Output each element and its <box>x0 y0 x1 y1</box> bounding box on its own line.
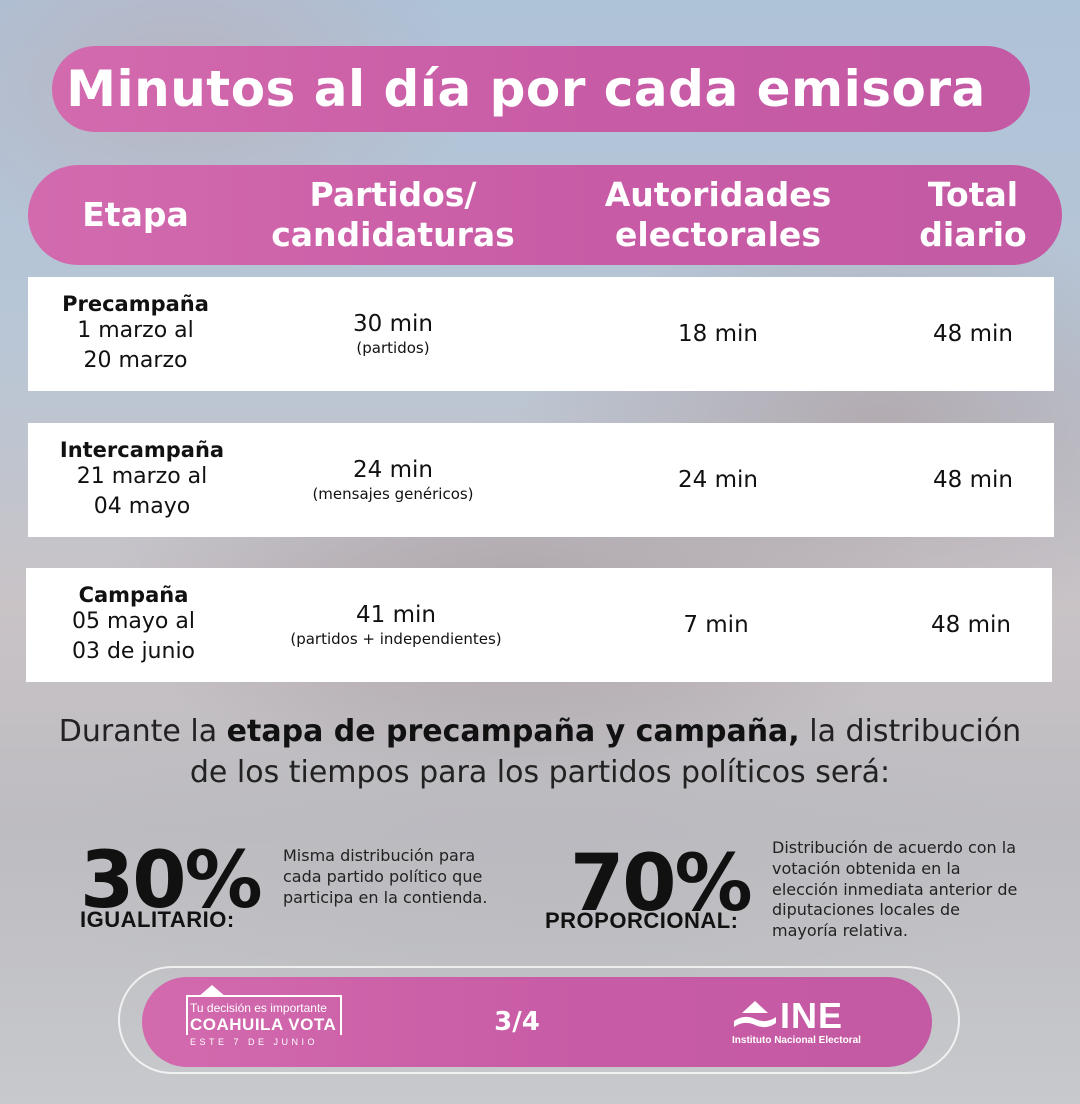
authorities-value: 24 min <box>678 467 758 493</box>
parties-value: 24 min <box>353 457 433 483</box>
stage-dates: 1 marzo al 20 marzo <box>77 318 194 373</box>
stage-name: Precampaña <box>62 292 209 317</box>
footer-banner: Tu decisión es importante COAHUILA VOTA … <box>142 977 932 1067</box>
total-cell: 48 min <box>888 277 1058 391</box>
stage-cell: Intercampaña 21 marzo al 04 mayo <box>28 423 256 537</box>
header-authorities: Autoridades electorales <box>604 175 832 254</box>
coahuila-vota-logo: Tu decisión es importante COAHUILA VOTA … <box>186 985 346 1051</box>
stage-dates: 21 marzo al 04 mayo <box>76 464 208 519</box>
proportional-label: PROPORCIONAL: <box>545 908 739 933</box>
intro-text-end: la distribución de los tiempos para los … <box>189 714 1022 790</box>
title-banner: Minutos al día por cada emisora <box>52 46 1030 132</box>
intro-bold: etapa de precampaña y campaña, <box>226 714 800 749</box>
ine-subtitle: Instituto Nacional Electoral <box>732 1035 861 1046</box>
authorities-cell: 7 min <box>571 568 861 682</box>
stage-name: Campaña <box>78 583 189 608</box>
parties-value: 30 min <box>353 311 433 337</box>
header-parties: Partidos/ candidaturas <box>271 175 515 254</box>
ine-logo: INE Instituto Nacional Electoral <box>732 995 902 1049</box>
parties-cell: 41 min (partidos + independientes) <box>246 568 546 682</box>
intro-text: Durante la <box>58 714 227 749</box>
footer-outline <box>118 966 960 1074</box>
total-cell: 48 min <box>888 423 1058 537</box>
header-stage: Etapa <box>82 195 189 235</box>
equal-description: Misma distribución para cada partido pol… <box>283 846 488 907</box>
total-value: 48 min <box>933 467 1013 493</box>
ine-text: INE <box>780 995 844 1036</box>
logo-name: COAHUILA VOTA <box>190 1015 337 1034</box>
equal-percent: 30% <box>80 836 263 926</box>
total-cell: 48 min <box>886 568 1056 682</box>
authorities-cell: 24 min <box>573 423 863 537</box>
authorities-value: 7 min <box>683 612 749 638</box>
parties-value: 41 min <box>356 602 436 628</box>
parties-note: (partidos) <box>356 339 430 357</box>
stage-dates: 05 mayo al 03 de junio <box>71 609 196 664</box>
stage-name: Intercampaña <box>59 438 225 463</box>
distribution-intro: Durante la etapa de precampaña y campaña… <box>40 712 1040 793</box>
proportional-percent: 70% <box>570 839 753 929</box>
parties-cell: 24 min (mensajes genéricos) <box>243 423 543 537</box>
parties-note: (mensajes genéricos) <box>312 485 474 503</box>
ine-mark-icon <box>734 1001 776 1028</box>
logo-date: ESTE 7 DE JUNIO <box>190 1037 319 1047</box>
proportional-description: Distribución de acuerdo con la votación … <box>772 838 1018 941</box>
table-row: Campaña 05 mayo al 03 de junio 41 min (p… <box>26 568 1052 682</box>
stage-cell: Precampaña 1 marzo al 20 marzo <box>28 277 243 391</box>
parties-cell: 30 min (partidos) <box>243 277 543 391</box>
total-value: 48 min <box>931 612 1011 638</box>
equal-label: IGUALITARIO: <box>80 907 235 932</box>
stage-cell: Campaña 05 mayo al 03 de junio <box>26 568 241 682</box>
logo-tagline: Tu decisión es importante <box>190 1001 327 1015</box>
authorities-value: 18 min <box>678 321 758 347</box>
page-indicator: 3/4 <box>494 1007 540 1037</box>
parties-note: (partidos + independientes) <box>290 630 502 648</box>
header-total: Total diario <box>919 175 1027 254</box>
house-icon <box>186 985 342 1035</box>
table-header: Etapa Partidos/ candidaturas Autoridades… <box>28 165 1062 265</box>
authorities-cell: 18 min <box>573 277 863 391</box>
table-row: Precampaña 1 marzo al 20 marzo 30 min (p… <box>28 277 1054 391</box>
total-value: 48 min <box>933 321 1013 347</box>
table-row: Intercampaña 21 marzo al 04 mayo 24 min … <box>28 423 1054 537</box>
page-title: Minutos al día por cada emisora <box>66 60 986 118</box>
